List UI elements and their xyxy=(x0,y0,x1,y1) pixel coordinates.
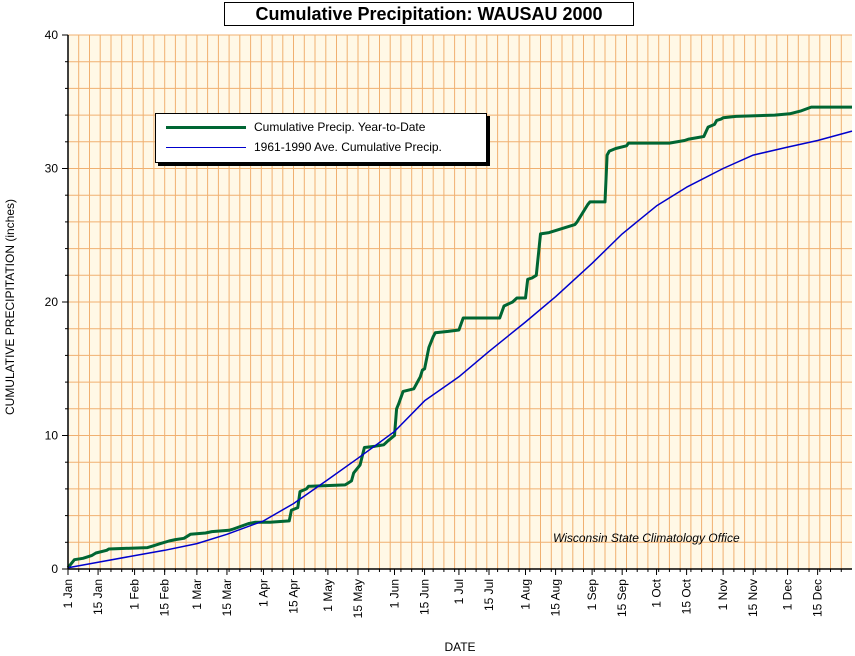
y-tick-label: 20 xyxy=(45,295,59,309)
x-tick-label: 15 Mar xyxy=(220,579,234,616)
x-tick-label: 1 Jan xyxy=(61,579,75,608)
y-tick-label: 0 xyxy=(51,562,58,576)
credit-annotation: Wisconsin State Climatology Office xyxy=(553,531,740,545)
x-tick-label: 1 Jun xyxy=(388,579,402,608)
series-line-ytd xyxy=(66,105,852,569)
legend-item-average: 1961-1990 Ave. Cumulative Precip. xyxy=(166,138,481,158)
chart-title: Cumulative Precipitation: WAUSAU 2000 xyxy=(255,4,603,24)
x-tick-label: 15 Oct xyxy=(680,578,694,614)
x-tick-label: 15 Jan xyxy=(91,579,105,615)
x-tick-label: 15 May xyxy=(351,579,365,618)
legend: Cumulative Precip. Year-to-Date 1961-199… xyxy=(155,113,487,163)
y-ticks: 0 10 20 30 40 xyxy=(45,28,68,576)
x-tick-label: 1 Feb xyxy=(128,579,142,610)
y-tick-label: 30 xyxy=(45,162,59,176)
legend-swatch-ytd xyxy=(166,126,246,129)
x-tick-label: 15 Nov xyxy=(746,579,760,617)
series-layer xyxy=(66,105,853,569)
x-tick-label: 15 Jun xyxy=(418,579,432,615)
x-tick-label: 1 Oct xyxy=(650,578,664,607)
legend-swatch-average xyxy=(166,147,246,148)
x-tick-label: 1 Aug xyxy=(519,579,533,610)
x-tick-label: 15 Jul xyxy=(482,579,496,611)
x-tick-label: 1 Nov xyxy=(716,579,730,610)
x-tick-label: 15 Feb xyxy=(158,579,172,617)
x-axis-label: DATE xyxy=(444,640,476,654)
series-line-average xyxy=(67,130,853,569)
x-tick-label: 15 Dec xyxy=(811,579,825,617)
chart-title-box: Cumulative Precipitation: WAUSAU 2000 xyxy=(224,2,634,26)
x-tick-label: 1 Dec xyxy=(781,579,795,610)
x-tick-label: 1 Mar xyxy=(190,579,204,610)
y-tick-label: 40 xyxy=(45,28,59,42)
x-tick-label: 1 Sep xyxy=(585,579,599,611)
legend-label-ytd: Cumulative Precip. Year-to-Date xyxy=(254,120,426,134)
legend-label-average: 1961-1990 Ave. Cumulative Precip. xyxy=(254,140,442,154)
y-axis-label: CUMULATIVE PRECIPITATION (inches) xyxy=(3,198,17,416)
x-ticks: 1 Jan 15 Jan 1 Feb 15 Feb 1 Mar 15 Mar 1 Apr 15… xyxy=(61,569,842,618)
x-tick-label: 15 Apr xyxy=(287,579,301,614)
x-tick-label: 15 Aug xyxy=(549,579,563,616)
x-tick-label: 1 Apr xyxy=(257,579,271,607)
x-tick-label: 1 May xyxy=(321,579,335,612)
x-tick-label: 15 Sep xyxy=(615,579,629,617)
x-tick-label: 1 Jul xyxy=(452,579,466,604)
y-tick-label: 10 xyxy=(45,429,59,443)
legend-item-ytd: Cumulative Precip. Year-to-Date xyxy=(166,118,481,138)
